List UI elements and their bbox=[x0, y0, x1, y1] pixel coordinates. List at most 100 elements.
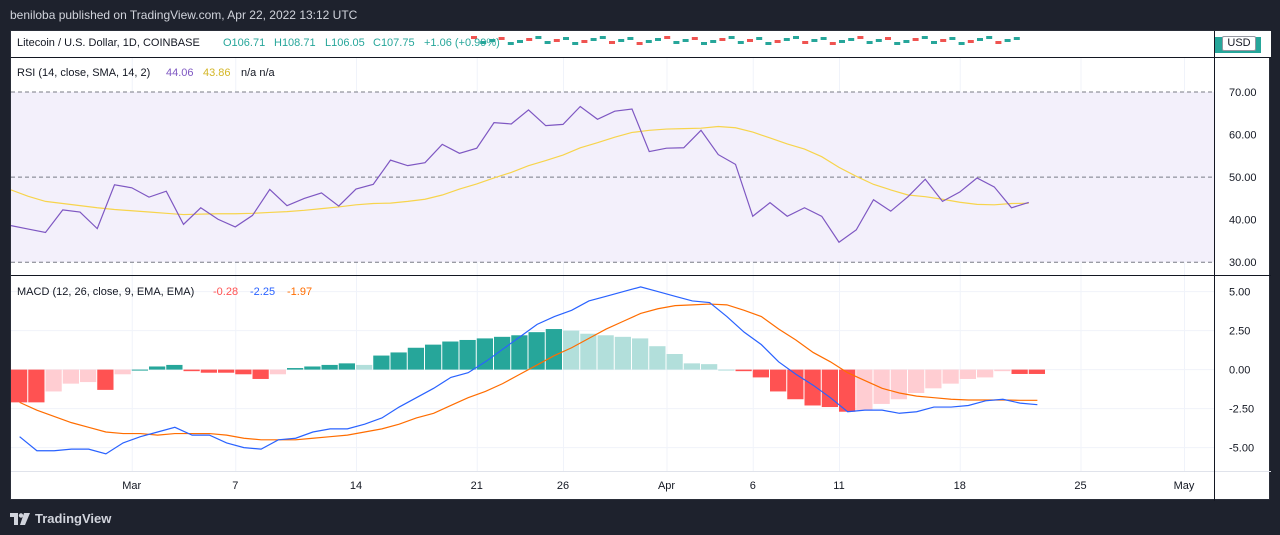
price-candle bbox=[977, 38, 983, 41]
currency-badge[interactable]: USD bbox=[1222, 36, 1256, 51]
price-candle bbox=[691, 37, 698, 40]
price-candle bbox=[783, 38, 790, 41]
rsi-line bbox=[10, 105, 1029, 244]
price-candle bbox=[507, 42, 514, 45]
price-candle bbox=[820, 37, 827, 40]
macd-ytick-label: -2.50 bbox=[1229, 404, 1254, 416]
price-candle bbox=[986, 36, 993, 39]
footer: TradingView bbox=[0, 500, 1280, 535]
macd-hist-bar bbox=[338, 363, 355, 370]
chart-frame[interactable]: Litecoin / U.S. Dollar, 1D, COINBASE O10… bbox=[10, 30, 1271, 501]
macd-signal-value: -1.97 bbox=[287, 286, 312, 298]
price-candle bbox=[912, 38, 919, 41]
price-candle bbox=[903, 40, 910, 43]
rsi-levels bbox=[11, 91, 1214, 263]
macd-hist-bar bbox=[718, 369, 735, 371]
price-candle bbox=[857, 36, 864, 39]
rsi-ma-value: 43.86 bbox=[203, 67, 231, 79]
price-candle bbox=[811, 39, 818, 42]
price-candle bbox=[940, 39, 947, 42]
time-tick-label: May bbox=[1174, 480, 1195, 492]
price-candle bbox=[480, 41, 487, 44]
macd-ytick-label: -5.00 bbox=[1229, 443, 1254, 455]
macd-hist-bar bbox=[770, 369, 787, 392]
price-candle bbox=[958, 42, 965, 45]
price-candle bbox=[931, 41, 937, 44]
macd-hist-bar bbox=[994, 369, 1011, 372]
macd-pane: 5.00 2.50 0.00 -2.50 -5.00 MACD (12, 26, clo… bbox=[11, 276, 1254, 471]
price-candle bbox=[498, 37, 505, 40]
macd-ytick-label: 0.00 bbox=[1229, 365, 1250, 377]
macd-hist-bar bbox=[390, 352, 407, 370]
price-candle bbox=[839, 40, 845, 43]
macd-hist-bar bbox=[269, 369, 286, 375]
price-candle bbox=[673, 41, 680, 44]
price-candle bbox=[967, 40, 974, 43]
price-candle bbox=[829, 42, 836, 45]
price-candle bbox=[710, 40, 717, 43]
price-candle bbox=[682, 39, 689, 42]
macd-hist-bar bbox=[563, 330, 580, 370]
macd-hist-bar bbox=[614, 336, 631, 370]
time-tick-label: 25 bbox=[1074, 480, 1086, 492]
price-candle bbox=[553, 39, 560, 42]
ohlc-change: +1.06 (+0.99%) bbox=[424, 37, 500, 49]
price-candle bbox=[590, 38, 597, 41]
price-candle bbox=[581, 40, 588, 43]
macd-hist-bar bbox=[528, 332, 545, 370]
macd-hist-bar bbox=[62, 369, 79, 384]
macd-hist-bar bbox=[97, 369, 114, 390]
macd-hist-bar bbox=[977, 369, 994, 378]
price-candle bbox=[655, 38, 661, 41]
rsi-ytick-label: 60.00 bbox=[1229, 130, 1257, 142]
price-candle bbox=[885, 37, 891, 40]
macd-hist-bar bbox=[597, 335, 614, 370]
macd-ytick-label: 5.00 bbox=[1229, 287, 1250, 299]
macd-line bbox=[19, 286, 1038, 455]
publish-header: beniloba published on TradingView.com, A… bbox=[0, 0, 1280, 30]
price-candle bbox=[618, 39, 625, 42]
price-candle bbox=[517, 40, 523, 43]
macd-hist-bar bbox=[752, 369, 769, 378]
time-tick-label: 21 bbox=[471, 480, 483, 492]
price-candle bbox=[664, 36, 671, 39]
macd-hist-bar bbox=[494, 336, 511, 370]
price-candle bbox=[719, 38, 726, 41]
macd-hist-bar bbox=[476, 338, 493, 370]
macd-yaxis: 5.00 2.50 0.00 -2.50 -5.00 bbox=[1229, 287, 1254, 455]
macd-hist-bar bbox=[839, 369, 856, 412]
macd-value: -2.25 bbox=[250, 286, 275, 298]
rsi-ma-line bbox=[10, 125, 1029, 216]
rsi-pane: 70.00 60.00 50.00 40.00 30.00 RSI (14, close… bbox=[10, 58, 1257, 275]
macd-hist-bar bbox=[407, 347, 424, 370]
macd-hist-bar bbox=[666, 354, 683, 370]
macd-hist-bar bbox=[856, 369, 873, 411]
ohlc-low: L106.05 bbox=[325, 37, 365, 49]
macd-hist-bar bbox=[166, 364, 183, 370]
macd-hist-bar bbox=[1011, 369, 1028, 374]
chart-svg[interactable]: Litecoin / U.S. Dollar, 1D, COINBASE O10… bbox=[10, 31, 1271, 501]
rsi-ytick-label: 30.00 bbox=[1229, 257, 1257, 269]
price-candle bbox=[848, 38, 855, 41]
macd-hist-bar bbox=[373, 355, 390, 370]
macd-hist-bar bbox=[873, 369, 890, 404]
macd-hist-bar bbox=[356, 364, 373, 370]
rsi-ytick-label: 40.00 bbox=[1229, 215, 1257, 227]
macd-hist-bar bbox=[511, 335, 528, 370]
price-candle bbox=[471, 36, 477, 39]
time-tick-label: 7 bbox=[232, 480, 238, 492]
price-candle bbox=[489, 39, 496, 42]
tradingview-logo[interactable]: TradingView bbox=[10, 511, 111, 526]
time-tick-label: 26 bbox=[557, 480, 569, 492]
macd-hist-bar bbox=[149, 366, 166, 370]
macd-hist-bar bbox=[80, 369, 97, 383]
rsi-yaxis: 70.00 60.00 50.00 40.00 30.00 bbox=[1229, 87, 1257, 269]
macd-hist-bar bbox=[131, 369, 148, 371]
time-tick-label: 14 bbox=[350, 480, 362, 492]
price-candle bbox=[701, 42, 707, 45]
price-candle bbox=[636, 42, 643, 45]
price-candle bbox=[875, 39, 882, 42]
macd-hist-bar bbox=[252, 369, 269, 379]
macd-title: MACD (12, 26, close, 9, EMA, EMA) bbox=[17, 286, 194, 298]
ohlc-close: C107.75 bbox=[373, 37, 415, 49]
